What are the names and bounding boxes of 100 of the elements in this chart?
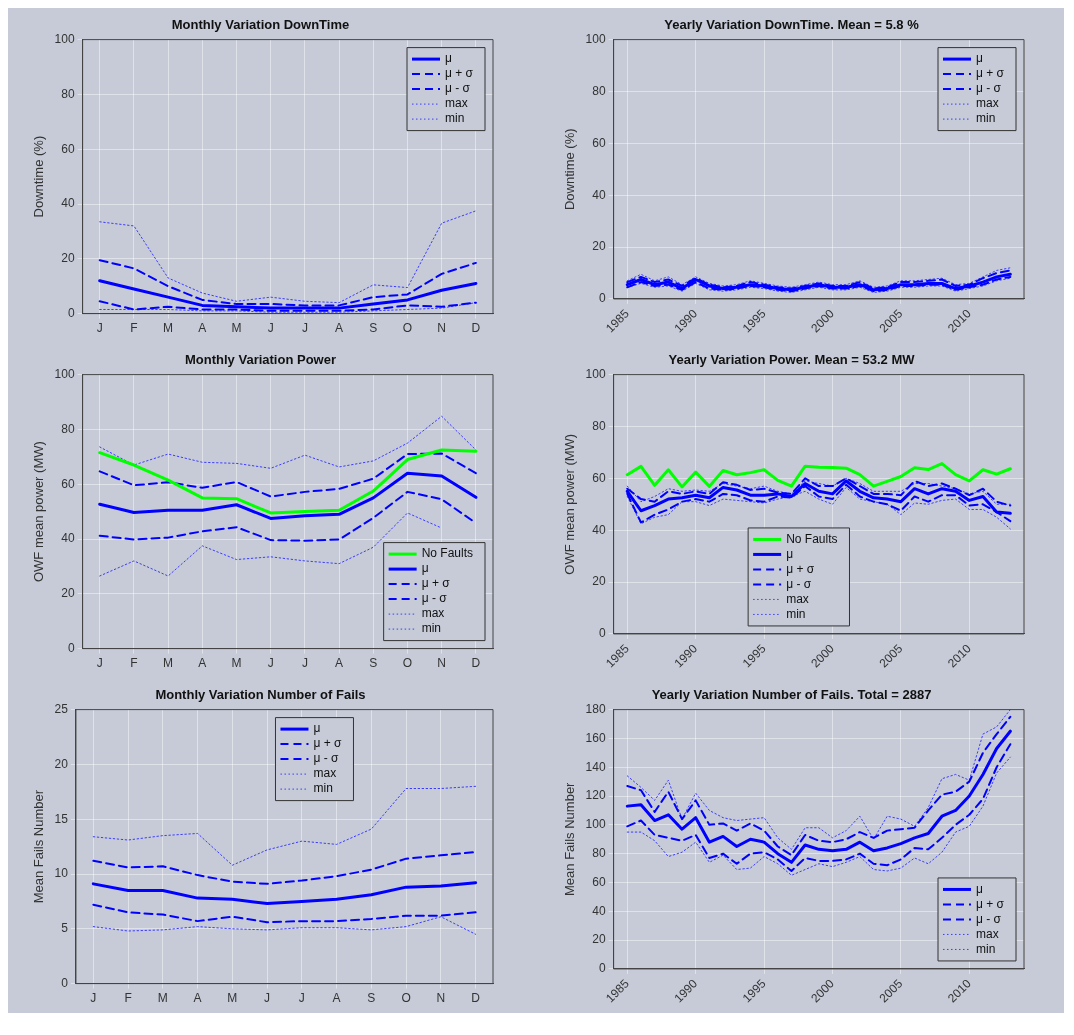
legend-label: μ - σ <box>976 911 1002 926</box>
y-tick-label: 100 <box>585 31 606 46</box>
y-tick-label: 0 <box>598 626 606 641</box>
y-tick-label: 120 <box>585 788 606 803</box>
legend-label: μ + σ <box>421 576 451 591</box>
y-tick-label: 100 <box>54 366 75 381</box>
line-series <box>626 486 1011 530</box>
x-tick-label: N <box>437 656 447 671</box>
legend-label: μ + σ <box>445 66 474 81</box>
line-series <box>98 452 477 498</box>
legend-label: max <box>786 591 809 606</box>
legend-label: No Faults <box>421 546 474 561</box>
y-tick-label: 40 <box>592 522 606 537</box>
line-series <box>99 415 477 469</box>
x-tick-label: D <box>471 321 481 336</box>
legend-label: μ - σ <box>313 751 340 766</box>
y-tick-label: 80 <box>592 83 606 98</box>
y-tick-label: 0 <box>67 305 75 320</box>
legend-label: min <box>976 941 996 956</box>
y-tick-label: 5 <box>61 921 69 936</box>
x-tick-label: M <box>231 656 242 671</box>
legend-label: max <box>313 766 337 781</box>
x-tick-label: J <box>267 321 274 336</box>
x-tick-label: J <box>96 321 103 336</box>
y-axis-title: Mean Fails Number <box>31 789 47 904</box>
line-series <box>92 851 477 885</box>
x-tick-label: J <box>267 656 274 671</box>
legend-label: μ + σ <box>976 896 1005 911</box>
y-axis-title: OWF mean power (MW) <box>562 433 578 575</box>
x-tick-label: S <box>367 991 376 1006</box>
x-tick-label: S <box>369 656 378 671</box>
y-tick-label: 20 <box>61 586 75 601</box>
x-tick-label: M <box>163 321 174 336</box>
x-tick-label: J <box>298 991 305 1006</box>
y-tick-label: 20 <box>61 251 75 266</box>
chart-title: Monthly Variation Power <box>185 352 336 368</box>
y-tick-label: 40 <box>592 187 606 202</box>
y-tick-label: 60 <box>61 476 75 491</box>
y-tick-label: 20 <box>54 756 69 771</box>
y-tick-label: 20 <box>592 932 606 947</box>
x-tick-label: N <box>436 991 446 1006</box>
y-tick-label: 60 <box>592 470 606 485</box>
x-tick-label: A <box>198 321 207 336</box>
y-tick-label: 25 <box>54 701 69 716</box>
legend-label: min <box>445 111 465 126</box>
y-tick-label: 60 <box>592 135 606 150</box>
y-axis-title: OWF mean power (MW) <box>31 441 47 583</box>
chart-title: Monthly Variation DownTime <box>171 17 350 33</box>
legend-label: max <box>421 606 445 621</box>
chart-title: Yearly Variation DownTime. Mean = 5.8 % <box>664 17 920 33</box>
x-tick-label: J <box>301 656 308 671</box>
y-tick-label: 40 <box>592 903 606 918</box>
y-axis-title: Mean Fails Number <box>562 781 578 896</box>
legend-label: μ + σ <box>786 561 815 576</box>
legend-label: μ - σ <box>445 81 471 96</box>
y-tick-label: 180 <box>585 701 606 716</box>
line-series <box>98 259 477 307</box>
legend-label: min <box>313 781 333 796</box>
x-tick-label: O <box>402 656 413 671</box>
chart-title: Monthly Variation Number of Fails <box>155 687 366 703</box>
legend-label: min <box>421 621 441 636</box>
x-tick-label: D <box>471 656 481 671</box>
legend-label: μ <box>976 51 983 66</box>
legend-label: max <box>976 96 999 111</box>
y-tick-label: 0 <box>61 975 69 990</box>
y-tick-label: 80 <box>592 418 606 433</box>
y-tick-label: 140 <box>585 759 606 774</box>
x-tick-label: S <box>369 321 378 336</box>
legend-label: No Faults <box>786 531 838 546</box>
y-tick-label: 80 <box>61 86 75 101</box>
y-tick-label: 100 <box>54 31 75 46</box>
legend-label: min <box>786 606 806 621</box>
x-tick-label: M <box>157 991 168 1006</box>
x-tick-label: A <box>332 991 341 1006</box>
legend-label: μ - σ <box>976 81 1002 96</box>
x-tick-label: A <box>198 656 207 671</box>
legend-label: μ <box>976 881 983 896</box>
x-tick-label: O <box>402 321 413 336</box>
line-series <box>92 916 477 935</box>
legend-label: μ <box>313 721 321 736</box>
legend-label: μ <box>445 51 452 66</box>
y-tick-label: 0 <box>67 640 75 655</box>
legend-label: max <box>976 926 999 941</box>
legend-label: μ + σ <box>976 66 1005 81</box>
y-tick-label: 60 <box>592 874 606 889</box>
x-tick-label: F <box>130 321 138 336</box>
legend-label: μ <box>786 546 794 561</box>
y-axis-title: Downtime (%) <box>562 128 578 211</box>
line-series <box>92 785 477 866</box>
y-tick-label: 10 <box>54 866 69 881</box>
legend-label: max <box>445 96 468 111</box>
chart-title: Yearly Variation Number of Fails. Total = 2887 <box>651 687 932 703</box>
y-tick-label: 20 <box>592 239 606 254</box>
x-tick-label: A <box>335 321 344 336</box>
x-tick-label: D <box>471 991 481 1006</box>
x-tick-label: J <box>264 991 271 1006</box>
y-tick-label: 60 <box>61 141 75 156</box>
x-tick-label: F <box>124 991 132 1006</box>
legend-label: μ - σ <box>421 591 448 606</box>
x-tick-label: J <box>90 991 97 1006</box>
